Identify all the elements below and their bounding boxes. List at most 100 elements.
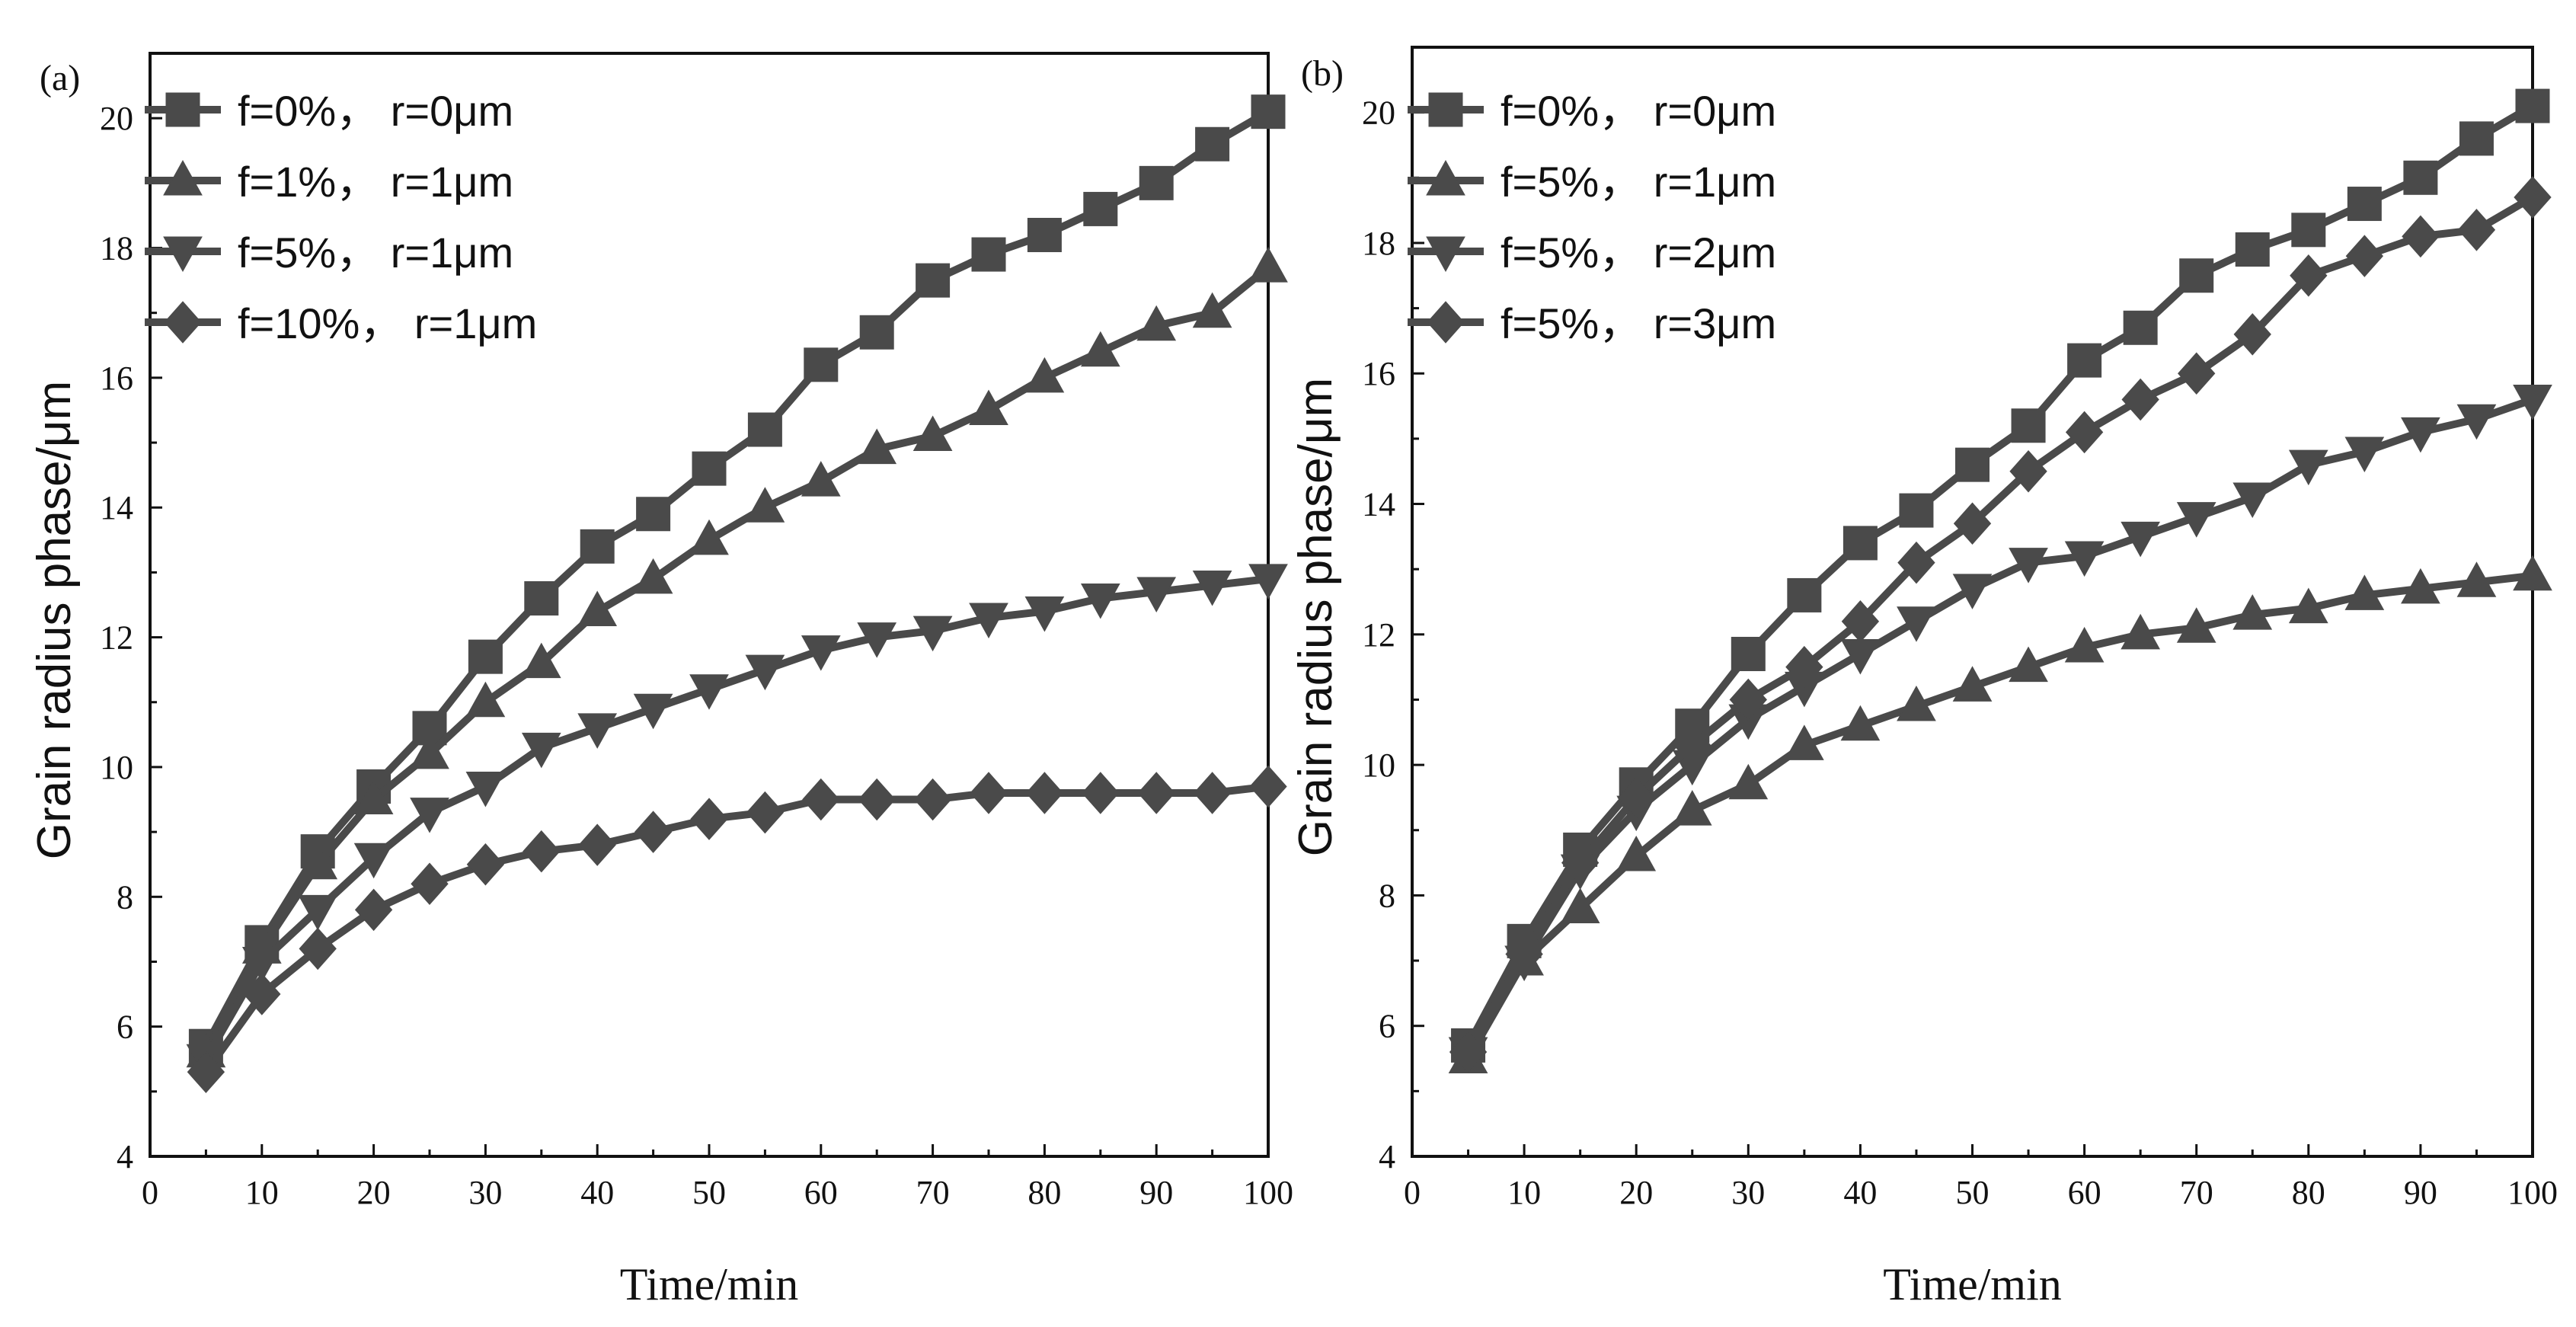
data-point bbox=[410, 798, 449, 833]
legend-label: f=5%， r=1μm bbox=[238, 229, 513, 277]
data-point bbox=[1729, 678, 1767, 721]
data-point bbox=[633, 693, 673, 730]
legend-label: f=5%， r=2μm bbox=[1501, 229, 1776, 277]
data-point bbox=[858, 778, 896, 821]
data-point bbox=[969, 389, 1008, 425]
data-point bbox=[1952, 574, 1993, 609]
x-tick-label: 70 bbox=[916, 1174, 950, 1211]
data-point bbox=[634, 811, 673, 853]
data-point bbox=[1136, 305, 1177, 341]
data-point bbox=[1728, 763, 1769, 800]
legend-marker bbox=[1428, 92, 1463, 127]
data-point bbox=[2402, 215, 2440, 258]
x-tick-label: 20 bbox=[357, 1174, 391, 1211]
y-tick-label: 18 bbox=[1362, 225, 1395, 262]
data-point bbox=[912, 616, 953, 652]
y-tick-label: 12 bbox=[100, 619, 133, 657]
data-point bbox=[969, 603, 1008, 639]
y-tick-label: 4 bbox=[117, 1138, 133, 1175]
data-point bbox=[521, 642, 561, 679]
data-point bbox=[1785, 645, 1823, 689]
data-point bbox=[912, 415, 953, 452]
x-tick-label: 70 bbox=[2180, 1174, 2213, 1211]
y-tick-label: 16 bbox=[100, 360, 133, 397]
data-point bbox=[801, 461, 841, 497]
y-tick-label: 6 bbox=[117, 1009, 133, 1046]
data-point bbox=[411, 862, 449, 906]
data-point bbox=[523, 830, 561, 873]
data-point bbox=[2515, 88, 2550, 123]
data-point bbox=[2403, 160, 2438, 195]
data-point bbox=[2123, 310, 2158, 345]
y-tick-label: 8 bbox=[117, 878, 133, 916]
x-tick-label: 80 bbox=[2292, 1174, 2325, 1211]
data-point bbox=[580, 529, 615, 564]
data-point bbox=[2456, 561, 2497, 597]
y-tick-label: 18 bbox=[100, 230, 133, 267]
x-tick-label: 0 bbox=[142, 1174, 158, 1211]
legend-label: f=10%， r=1μm bbox=[238, 299, 537, 347]
legend-entry: f=1%， r=1μm bbox=[145, 158, 513, 206]
legend-entry: f=5%， r=2μm bbox=[1408, 229, 1776, 277]
y-tick-label: 10 bbox=[100, 749, 133, 786]
data-point bbox=[354, 888, 393, 932]
data-point bbox=[298, 894, 338, 931]
data-point bbox=[746, 791, 785, 834]
data-point bbox=[916, 263, 951, 298]
y-tick-label: 20 bbox=[1362, 94, 1395, 132]
data-point bbox=[1840, 639, 1881, 675]
data-point bbox=[859, 315, 894, 350]
data-point bbox=[801, 635, 841, 671]
data-point bbox=[2291, 213, 2326, 248]
data-point bbox=[2457, 209, 2496, 251]
x-tick-label: 40 bbox=[580, 1174, 614, 1211]
data-point bbox=[1080, 331, 1120, 367]
data-point bbox=[1025, 772, 1064, 814]
x-tick-label: 10 bbox=[1507, 1174, 1541, 1211]
series-3 bbox=[1448, 384, 2552, 1073]
data-point bbox=[1955, 447, 1990, 482]
data-point bbox=[2401, 568, 2440, 604]
legend-marker bbox=[1426, 236, 1465, 273]
data-point bbox=[2064, 626, 2105, 663]
data-point bbox=[2345, 235, 2384, 277]
x-tick-label: 80 bbox=[1028, 1174, 1061, 1211]
data-point bbox=[1616, 835, 1657, 871]
x-axis-title: Time/min bbox=[620, 1259, 799, 1309]
data-point bbox=[521, 732, 561, 769]
y-tick-label: 12 bbox=[1362, 616, 1395, 654]
data-point bbox=[1136, 577, 1177, 612]
series-line bbox=[203, 782, 1269, 1075]
legend-entry: f=0%， r=0μm bbox=[1408, 87, 1776, 135]
data-point bbox=[747, 412, 782, 447]
data-point bbox=[1249, 765, 1287, 808]
data-point bbox=[2514, 176, 2552, 219]
data-point bbox=[2290, 254, 2328, 297]
y-axis-title: Grain radius phase/μm bbox=[28, 381, 81, 859]
data-point bbox=[802, 778, 840, 821]
data-point bbox=[578, 823, 616, 866]
data-point bbox=[1897, 606, 1936, 642]
y-tick-label: 14 bbox=[1362, 486, 1395, 523]
data-point bbox=[1024, 596, 1065, 632]
data-point bbox=[636, 497, 671, 532]
x-tick-label: 90 bbox=[1139, 1174, 1173, 1211]
data-point bbox=[524, 580, 559, 616]
x-tick-label: 10 bbox=[245, 1174, 279, 1211]
data-point bbox=[2513, 384, 2552, 420]
x-tick-label: 60 bbox=[804, 1174, 838, 1211]
data-point bbox=[241, 946, 282, 983]
y-tick-label: 4 bbox=[1379, 1138, 1395, 1175]
data-point bbox=[2344, 436, 2385, 473]
legend-marker bbox=[1426, 159, 1465, 196]
data-point bbox=[353, 843, 394, 879]
data-point bbox=[745, 654, 785, 691]
x-tick-label: 30 bbox=[468, 1174, 502, 1211]
x-tick-label: 90 bbox=[2404, 1174, 2437, 1211]
data-point bbox=[577, 713, 618, 749]
data-point bbox=[970, 772, 1008, 814]
data-point bbox=[2459, 121, 2494, 156]
data-point bbox=[857, 428, 897, 465]
data-point bbox=[2067, 343, 2102, 378]
x-tick-label: 100 bbox=[1243, 1174, 1293, 1211]
